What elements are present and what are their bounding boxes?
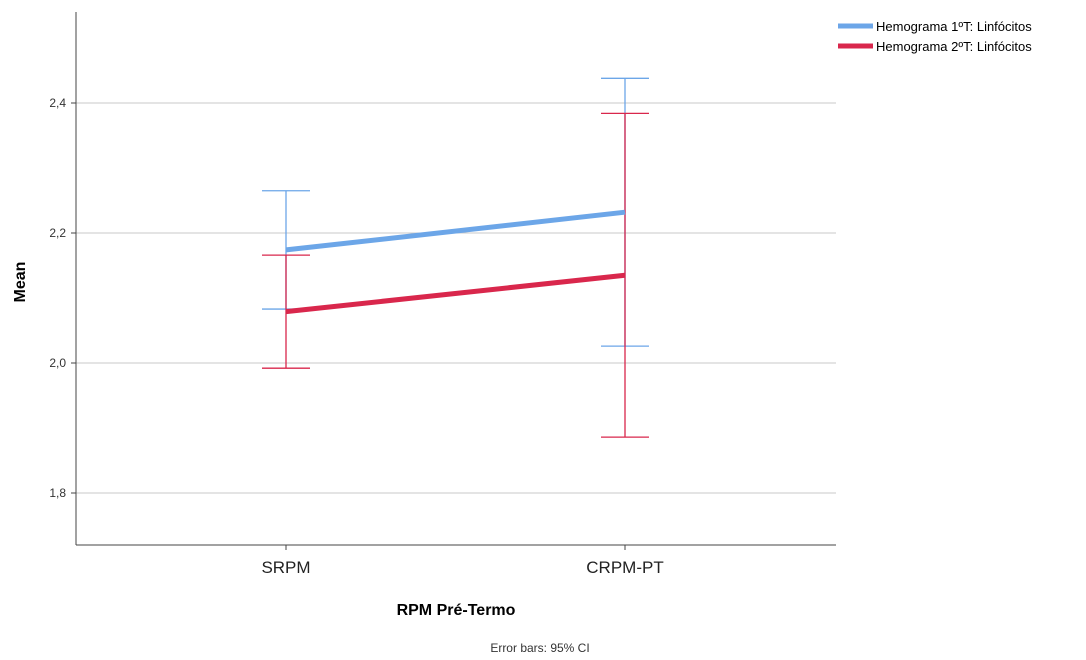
series-line	[285, 272, 626, 315]
legend-label: Hemograma 1ºT: Linfócitos	[876, 19, 1032, 34]
y-tick-labels: 1,8 2,0 2,2 2,4	[49, 96, 66, 500]
error-bars-footnote: Error bars: 95% CI	[490, 641, 589, 655]
y-axis-title: Mean	[12, 262, 29, 303]
legend-label: Hemograma 2ºT: Linfócitos	[876, 39, 1032, 54]
series-lines	[285, 209, 626, 315]
y-tick-label: 1,8	[49, 486, 66, 500]
x-axis-title: RPM Pré-Termo	[397, 602, 516, 619]
x-category-labels: SRPM CRPM-PT	[261, 558, 663, 577]
series-line	[285, 209, 626, 253]
y-tick-label: 2,0	[49, 356, 66, 370]
x-category-label: SRPM	[261, 558, 310, 577]
x-category-label: CRPM-PT	[586, 558, 663, 577]
error-bars	[262, 77, 649, 438]
grid-lines	[76, 102, 836, 494]
legend: Hemograma 1ºT: Linfócitos Hemograma 2ºT: …	[838, 19, 1032, 54]
y-tick-label: 2,2	[49, 226, 66, 240]
y-tick-label: 2,4	[49, 96, 66, 110]
axes	[71, 12, 836, 550]
